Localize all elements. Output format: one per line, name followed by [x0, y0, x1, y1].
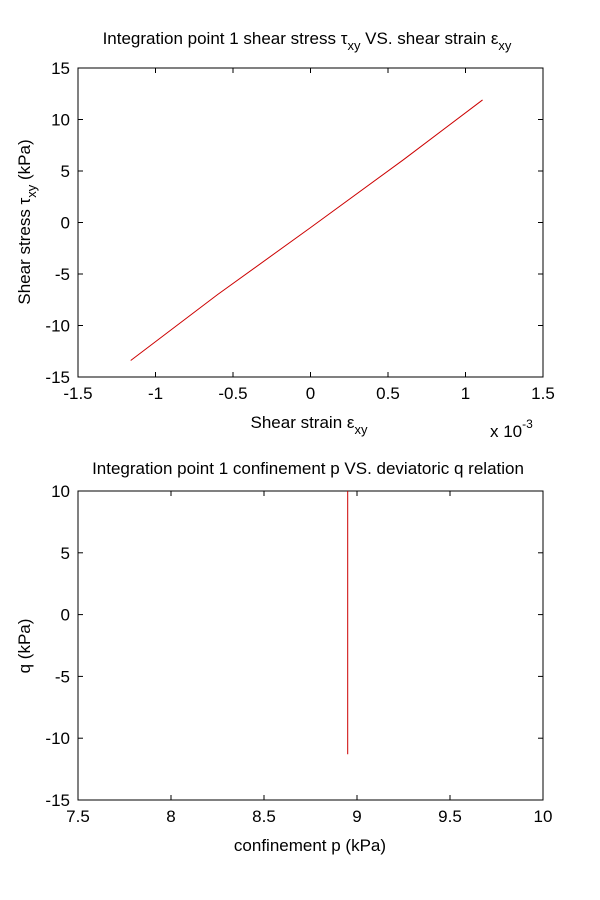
chart2-y-tick-label: 5: [61, 544, 70, 563]
chart1-x-tick-label: -0.5: [218, 384, 247, 403]
confinement-deviatoric-chart: Integration point 1 confinement p VS. de…: [15, 459, 552, 855]
chart1-plot-area: [77, 67, 544, 378]
chart1-series-line: [130, 99, 483, 361]
chart1-series: [130, 99, 483, 361]
chart2-y-tick-label: -15: [45, 791, 70, 810]
chart2-y-tick-label: -5: [55, 667, 70, 686]
chart1-y-tick-label: -10: [45, 317, 70, 336]
chart2-title: Integration point 1 confinement p VS. de…: [92, 459, 524, 478]
chart1-ticks: -1.5 -1 -0.5 0 0.5 1 1.5 -15 -10 -5 0 5 10 15: [45, 59, 554, 403]
chart2-x-tick-label: 9.5: [438, 807, 462, 826]
chart1-x-tick-label: 0.5: [376, 384, 400, 403]
chart2-ticks: 7.5 8 8.5 9 9.5 10 -15 -10 -5 0 5 10: [45, 482, 552, 826]
chart2-plot-area: [77, 490, 544, 801]
chart2-x-tick-label: 9: [352, 807, 361, 826]
chart2-x-tick-label: 8.5: [252, 807, 276, 826]
chart1-y-tick-label: 5: [61, 162, 70, 181]
chart1-title: Integration point 1 shear stress τxy VS.…: [103, 29, 512, 53]
chart1-x-tick-label: 0: [306, 384, 315, 403]
chart2-y-tick-label: 0: [61, 606, 70, 625]
chart2-y-tick-label: -10: [45, 729, 70, 748]
chart2-x-axis-label: confinement p (kPa): [234, 836, 386, 855]
chart1-y-axis-label: Shear stress τxy (kPa): [15, 139, 39, 304]
chart1-x-multiplier: x 10-3: [490, 417, 533, 441]
chart1-y-tick-label: 0: [61, 214, 70, 233]
chart1-y-tick-label: 10: [51, 111, 70, 130]
chart1-x-tick-label: 1: [461, 384, 470, 403]
chart1-x-tick-label: 1.5: [531, 384, 555, 403]
chart1-y-tick-label: -15: [45, 368, 70, 387]
chart2-x-tick-label: 8: [166, 807, 175, 826]
chart2-y-tick-label: 10: [51, 482, 70, 501]
chart1-x-tick-label: -1.5: [63, 384, 92, 403]
chart1-y-tick-label: 15: [51, 59, 70, 78]
chart2-x-tick-label: 7.5: [66, 807, 90, 826]
chart1-x-tick-label: -1: [148, 384, 163, 403]
chart1-x-axis-label: Shear strain εxy: [251, 413, 368, 437]
shear-stress-strain-chart: Integration point 1 shear stress τxy VS.…: [15, 29, 555, 441]
chart1-y-tick-label: -5: [55, 265, 70, 284]
chart2-y-axis-label: q (kPa): [15, 619, 34, 674]
chart2-x-tick-label: 10: [534, 807, 553, 826]
